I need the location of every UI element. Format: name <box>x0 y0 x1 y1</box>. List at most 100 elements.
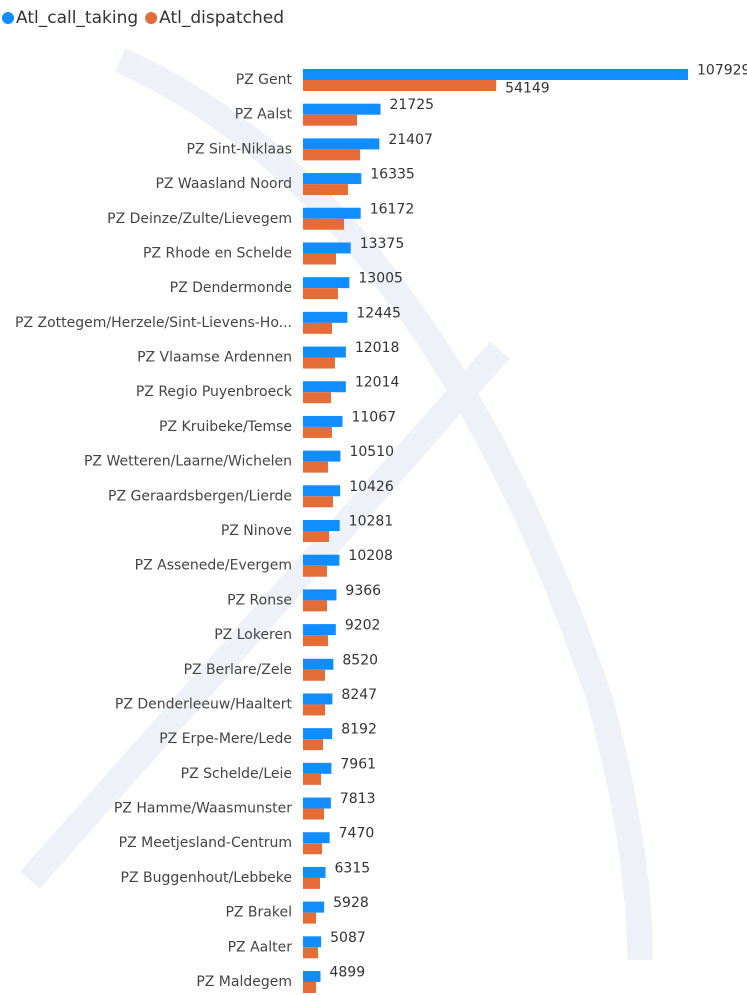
data-label: 10281 <box>349 514 394 530</box>
bar <box>303 624 336 636</box>
bar <box>303 704 326 716</box>
bar <box>303 797 331 809</box>
category-label: PZ Vlaamse Ardennen <box>137 350 292 366</box>
bar <box>303 565 328 577</box>
bar <box>303 947 318 959</box>
data-label: 13005 <box>358 271 403 287</box>
bar <box>303 971 321 982</box>
data-label: 10208 <box>348 548 393 564</box>
bar <box>303 288 338 300</box>
category-label: PZ Aalter <box>228 939 293 955</box>
bar <box>303 253 336 265</box>
bar <box>303 554 340 566</box>
category-label: PZ Brakel <box>225 905 292 921</box>
data-label: 5928 <box>333 895 369 911</box>
data-label: 5087 <box>330 930 366 946</box>
bar <box>303 901 325 913</box>
category-label: PZ Zottegem/Herzele/Sint-Lievens-Ho... <box>15 315 292 331</box>
data-label: 54149 <box>505 81 550 97</box>
bar <box>303 346 346 358</box>
category-label: PZ Geraardsbergen/Lierde <box>108 488 292 504</box>
bar <box>303 589 337 601</box>
bar <box>303 658 334 670</box>
bar <box>303 218 345 230</box>
category-label: PZ Dendermonde <box>170 280 292 296</box>
bar <box>303 669 326 681</box>
bar <box>303 982 317 993</box>
bar <box>303 207 361 219</box>
bar <box>303 311 348 323</box>
category-label: PZ Regio Puyenbroeck <box>136 384 293 400</box>
bar <box>303 415 343 427</box>
bar <box>303 173 362 185</box>
data-label: 16172 <box>370 201 415 217</box>
bar <box>303 69 688 80</box>
bar <box>303 936 322 948</box>
data-label: 12445 <box>356 305 401 321</box>
category-label: PZ Waasland Noord <box>155 176 292 192</box>
bar <box>303 149 361 161</box>
data-label: 16335 <box>370 167 415 183</box>
bar <box>303 461 328 473</box>
data-label: 8520 <box>342 652 378 668</box>
data-label: 9202 <box>345 618 381 634</box>
bar <box>303 357 335 369</box>
category-label: PZ Berlare/Zele <box>184 662 292 678</box>
bar <box>303 912 317 924</box>
data-label: 8247 <box>341 687 377 703</box>
bar <box>303 80 497 91</box>
bar <box>303 114 358 126</box>
bar <box>303 843 323 855</box>
data-label: 8192 <box>341 722 377 738</box>
category-label: PZ Lokeren <box>214 627 292 643</box>
watermark <box>20 48 653 961</box>
legend-label: Atl_dispatched <box>159 8 284 28</box>
bar <box>303 866 326 878</box>
data-label: 7813 <box>340 791 376 807</box>
bar <box>303 242 351 254</box>
category-label: PZ Meetjesland-Centrum <box>119 835 292 851</box>
data-label: 12018 <box>355 340 400 356</box>
category-label: PZ Buggenhout/Lebbeke <box>120 870 292 886</box>
bar <box>303 103 381 115</box>
category-label: PZ Rhode en Schelde <box>143 245 292 261</box>
data-label: 7470 <box>339 826 375 842</box>
category-label: PZ Ninove <box>221 523 292 539</box>
bar <box>303 496 333 508</box>
category-label: PZ Gent <box>236 72 293 88</box>
legend-label: Atl_call_taking <box>16 8 138 28</box>
bar <box>303 520 340 531</box>
category-label: PZ Assenede/Evergem <box>135 558 292 574</box>
data-label: 21725 <box>389 97 434 113</box>
watermark-arc <box>114 48 653 961</box>
bar <box>303 392 332 404</box>
legend-marker <box>145 12 158 24</box>
bar <box>303 277 350 289</box>
data-label: 13375 <box>360 236 405 252</box>
bar <box>303 773 322 785</box>
category-label: PZ Ronse <box>227 592 292 608</box>
data-label: 10510 <box>349 444 394 460</box>
bar <box>303 762 332 774</box>
category-label: PZ Deinze/Zulte/Lievegem <box>107 211 292 227</box>
category-label: PZ Hamme/Waasmunster <box>114 801 292 817</box>
legend-marker <box>2 12 14 24</box>
data-label: 107929 <box>697 63 747 79</box>
data-label: 11067 <box>351 409 396 425</box>
category-label: PZ Erpe-Mere/Lede <box>159 731 292 747</box>
category-label: PZ Maldegem <box>196 974 292 990</box>
bar <box>303 832 330 844</box>
bar <box>303 381 346 393</box>
data-label: 12014 <box>355 375 400 391</box>
bar <box>303 531 330 542</box>
category-label: PZ Kruibeke/Temse <box>159 419 292 435</box>
category-label: PZ Schelde/Leie <box>181 766 292 782</box>
bar <box>303 635 328 647</box>
data-label: 9366 <box>345 583 381 599</box>
bar <box>303 877 321 889</box>
bar <box>303 485 341 497</box>
watermark-line <box>20 341 510 889</box>
data-label: 4899 <box>329 965 365 981</box>
category-label: PZ Wetteren/Laarne/Wichelen <box>84 454 292 470</box>
